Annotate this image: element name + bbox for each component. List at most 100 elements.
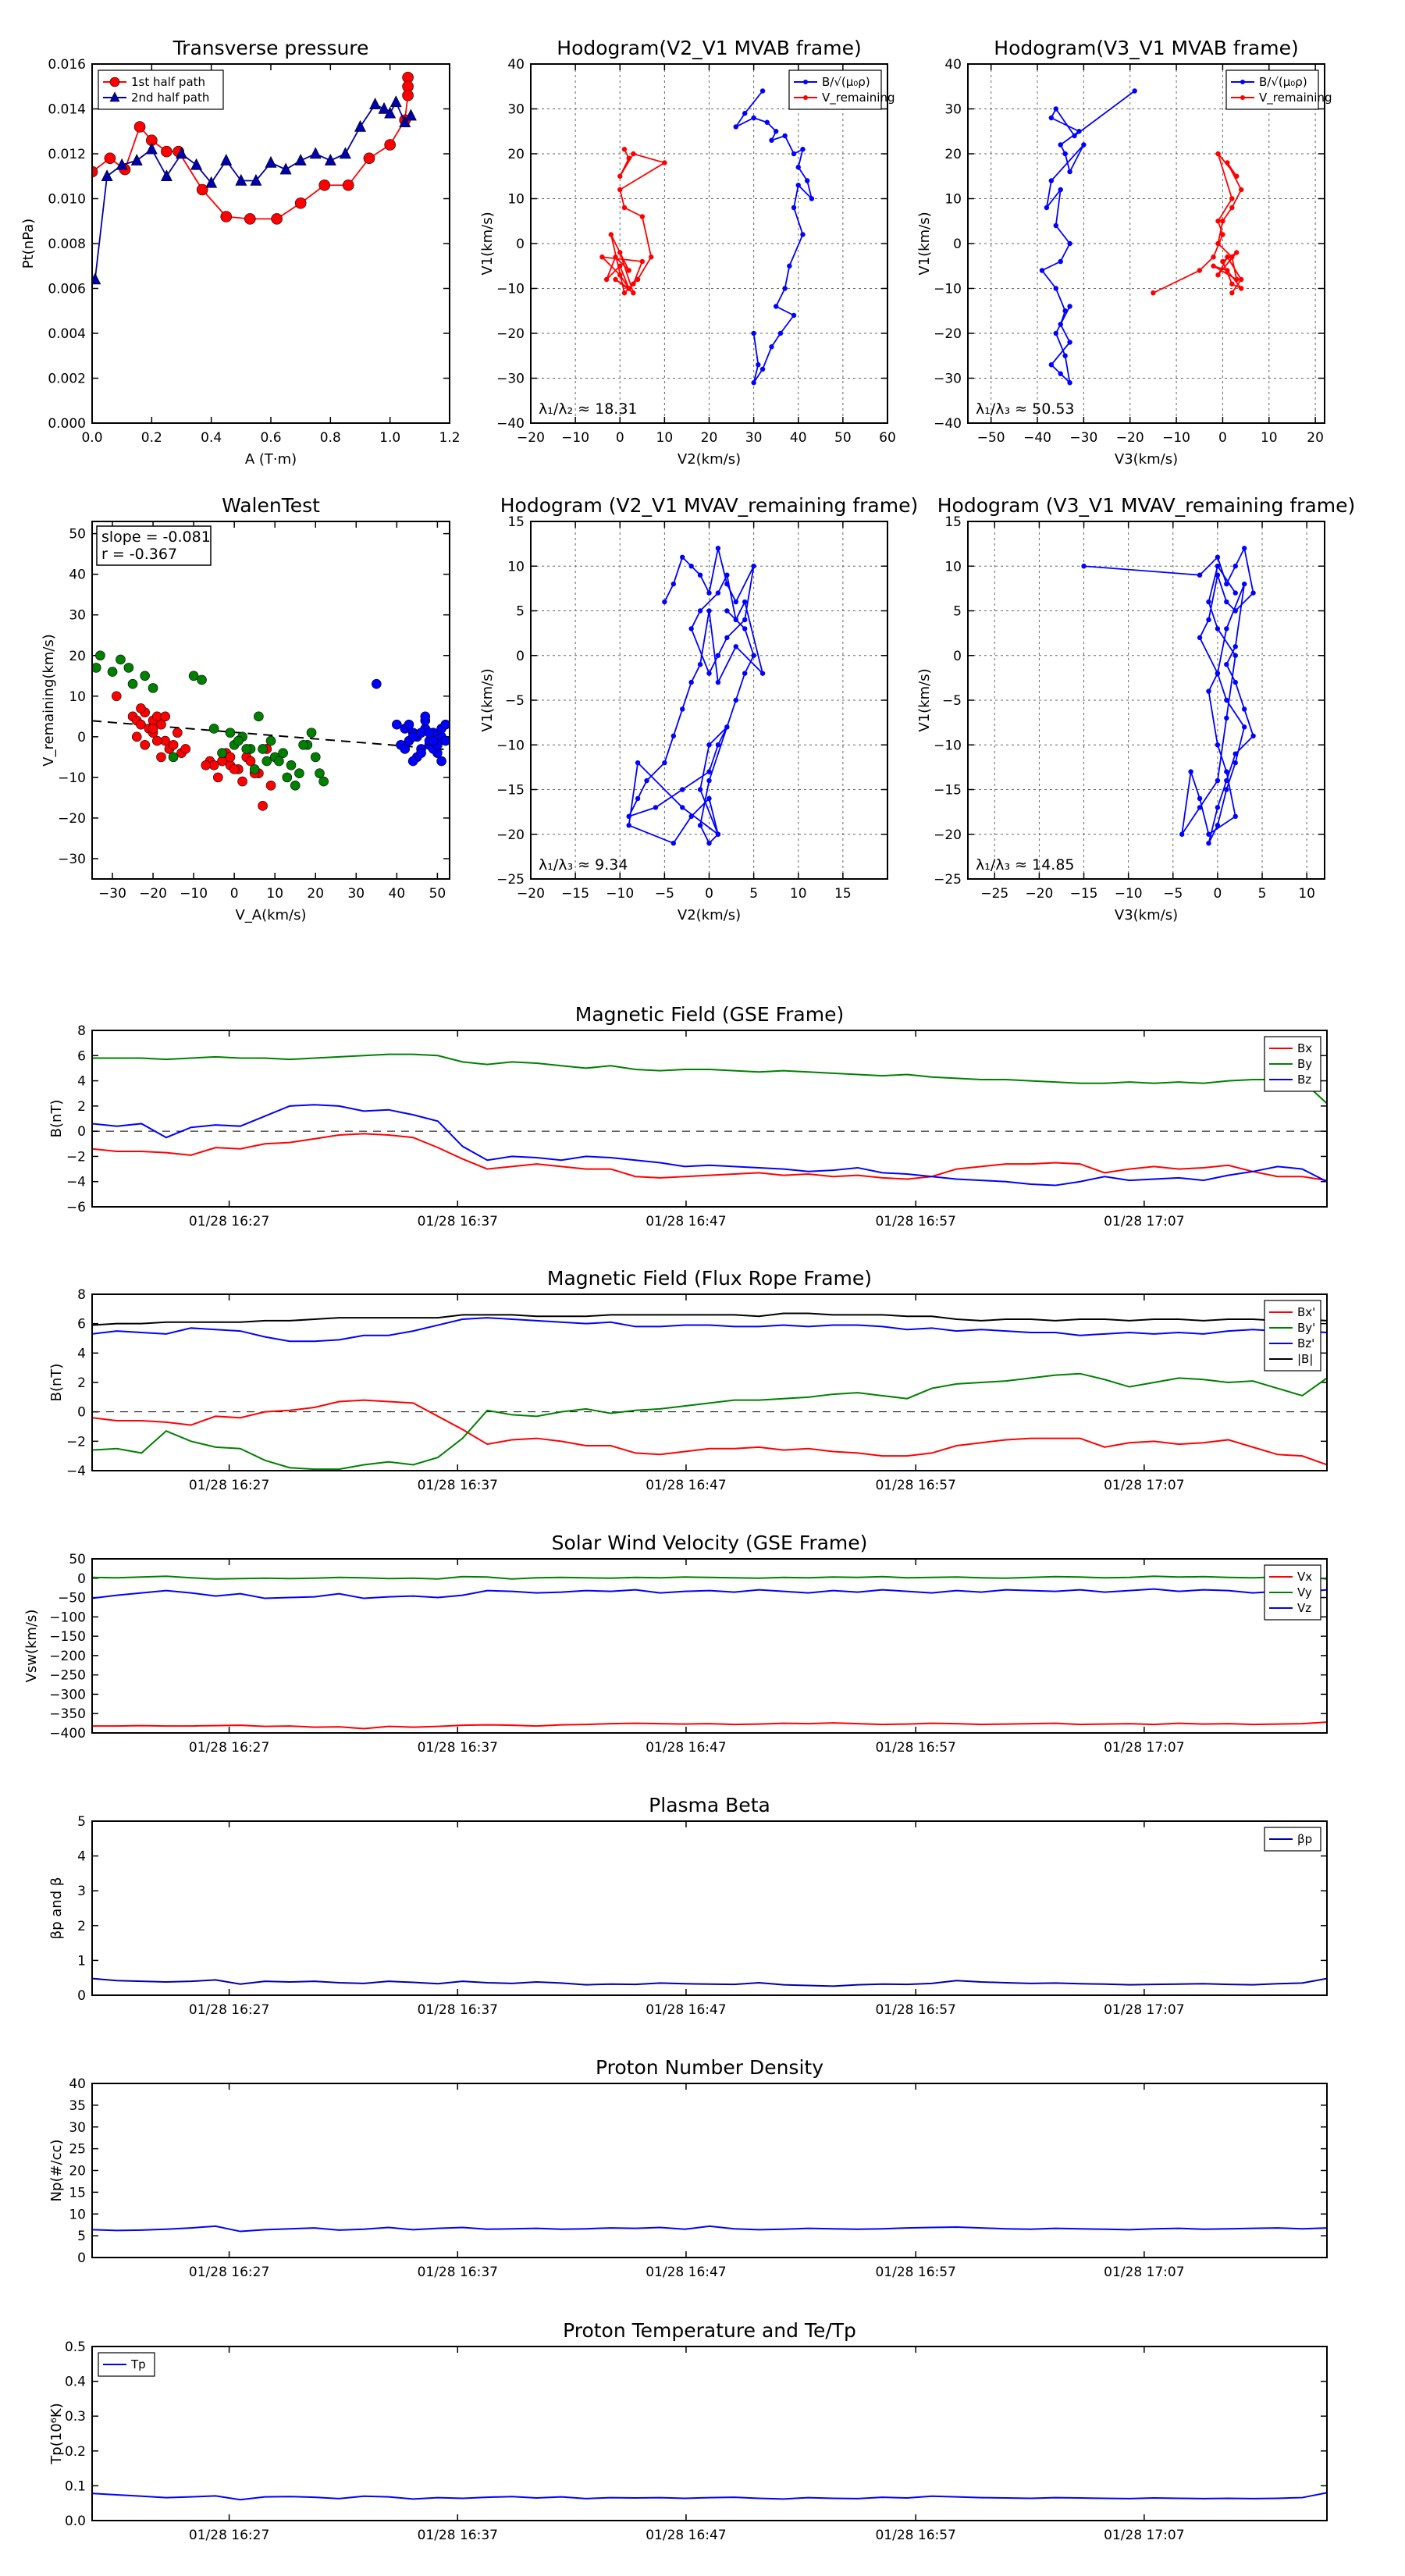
- y-tick-label: 30: [944, 102, 962, 118]
- y-tick-label: 10: [507, 559, 525, 575]
- data-point: [649, 254, 654, 260]
- y-tick-label: 8: [77, 1023, 86, 1039]
- x-tick-label: 01/28 17:07: [1104, 2528, 1184, 2543]
- data-point: [621, 205, 628, 211]
- y-axis-label: V1(km/s): [479, 212, 496, 275]
- data-point: [92, 165, 98, 178]
- data-point: [1197, 795, 1203, 802]
- data-point: [688, 813, 694, 820]
- y-tick-label: −20: [58, 811, 86, 827]
- y-tick-label: 0.008: [48, 237, 86, 252]
- data-point: [342, 179, 354, 191]
- y-tick-label: −20: [496, 326, 525, 342]
- chart-title: Magnetic Field (Flux Rope Frame): [547, 1267, 872, 1290]
- data-point: [680, 554, 685, 560]
- x-tick-label: −5: [1163, 886, 1183, 902]
- y-axis-label: Pt(nPa): [20, 219, 37, 269]
- chart-beta: Plasma Beta 01/28 16:27 01/28 16:37 01/28 1…: [48, 1794, 1328, 2018]
- x-tick-label: −40: [1023, 430, 1051, 446]
- data-point: [626, 155, 631, 161]
- y-tick-label: −10: [496, 282, 525, 297]
- y-tick-label: −200: [49, 1649, 86, 1664]
- data-point: [404, 719, 414, 730]
- data-point: [233, 735, 244, 746]
- y-tick-label: 0.000: [48, 416, 86, 432]
- data-point: [1229, 254, 1235, 260]
- chart-transverse: Transverse pressure 0.0 0.2 0.4 0.6 0.8 1.0 1.2…: [20, 37, 461, 468]
- legend-label: B/√(μ₀ρ): [1259, 75, 1307, 89]
- y-tick-label: 20: [507, 147, 525, 162]
- x-tick-label: 01/28 16:47: [646, 1214, 726, 1229]
- y-tick-label: −10: [934, 738, 962, 753]
- data-point: [688, 564, 694, 569]
- chart-hodo4: Hodogram (V3_V1 MVAV_remaining frame) −25…: [916, 494, 1355, 923]
- x-tick-label: −15: [1070, 886, 1098, 902]
- data-point: [1053, 106, 1058, 112]
- y-tick-label: 5: [953, 604, 962, 620]
- series-line: [92, 2492, 1327, 2501]
- data-point: [1250, 590, 1256, 596]
- legend: B/√(μ₀ρ) V_remaining: [1225, 69, 1332, 110]
- y-tick-label: −2: [66, 1149, 86, 1165]
- data-point: [213, 772, 223, 783]
- series-line: [92, 1312, 1327, 1326]
- data-point: [688, 626, 694, 632]
- data-point: [241, 744, 252, 754]
- data-point: [1220, 258, 1225, 265]
- data-point: [1250, 733, 1256, 738]
- legend-box: [98, 69, 224, 110]
- x-tick-label: 01/28 16:47: [646, 2265, 726, 2280]
- legend-label: V_remaining: [822, 91, 895, 105]
- data-point: [742, 599, 748, 605]
- y-tick-label: −10: [496, 738, 525, 753]
- x-tick-label: 01/28 16:27: [189, 2265, 269, 2280]
- x-tick-label: 60: [879, 430, 896, 446]
- data-point: [706, 795, 712, 802]
- data-point: [92, 663, 101, 673]
- data-point: [706, 841, 712, 846]
- stats-text: r = -0.367: [101, 546, 177, 563]
- data-point: [309, 147, 322, 159]
- data-point: [235, 173, 247, 186]
- data-point: [168, 752, 179, 763]
- series-line: [92, 1053, 1327, 1105]
- y-tick-label: 30: [69, 608, 86, 624]
- data-point: [294, 768, 304, 778]
- data-point: [1232, 653, 1238, 658]
- y-tick-label: −4: [66, 1464, 86, 1479]
- data-point: [1197, 572, 1203, 578]
- y-tick-label: 50: [69, 527, 86, 543]
- x-tick-label: 01/28 16:37: [418, 1740, 498, 1756]
- x-tick-label: −10: [1162, 430, 1190, 446]
- y-tick-label: 35: [69, 2098, 86, 2114]
- data-point: [773, 304, 779, 309]
- data-point: [104, 152, 116, 165]
- data-point: [140, 739, 150, 750]
- data-point: [1215, 240, 1221, 247]
- x-tick-label: 01/28 16:27: [189, 1214, 269, 1229]
- y-tick-label: 0.002: [48, 372, 86, 387]
- chart-bgse: Magnetic Field (GSE Frame) 01/28 16:27 01/…: [48, 1003, 1328, 1229]
- data-point: [339, 147, 351, 159]
- y-axis-label: Tp(10⁶K): [48, 2403, 65, 2464]
- data-point: [1224, 626, 1229, 632]
- y-tick-label: 0.3: [65, 2409, 86, 2425]
- data-point: [742, 671, 748, 676]
- data-point: [369, 98, 382, 110]
- y-tick-label: 20: [69, 649, 86, 664]
- y-tick-label: 30: [69, 2120, 86, 2136]
- data-point: [440, 719, 450, 730]
- series-line: [92, 1133, 1327, 1182]
- y-tick-label: 6: [77, 1048, 86, 1064]
- data-point: [769, 137, 774, 143]
- data-point: [1215, 805, 1221, 810]
- chart-title: Magnetic Field (GSE Frame): [575, 1003, 844, 1026]
- data-point: [662, 160, 667, 165]
- data-point: [1238, 187, 1244, 193]
- plot-area: [92, 1575, 1327, 1730]
- x-tick-label: 01/28 17:07: [1104, 2002, 1184, 2018]
- series-line: [92, 1588, 1327, 1599]
- y-tick-label: −15: [934, 783, 962, 799]
- data-point: [680, 787, 685, 792]
